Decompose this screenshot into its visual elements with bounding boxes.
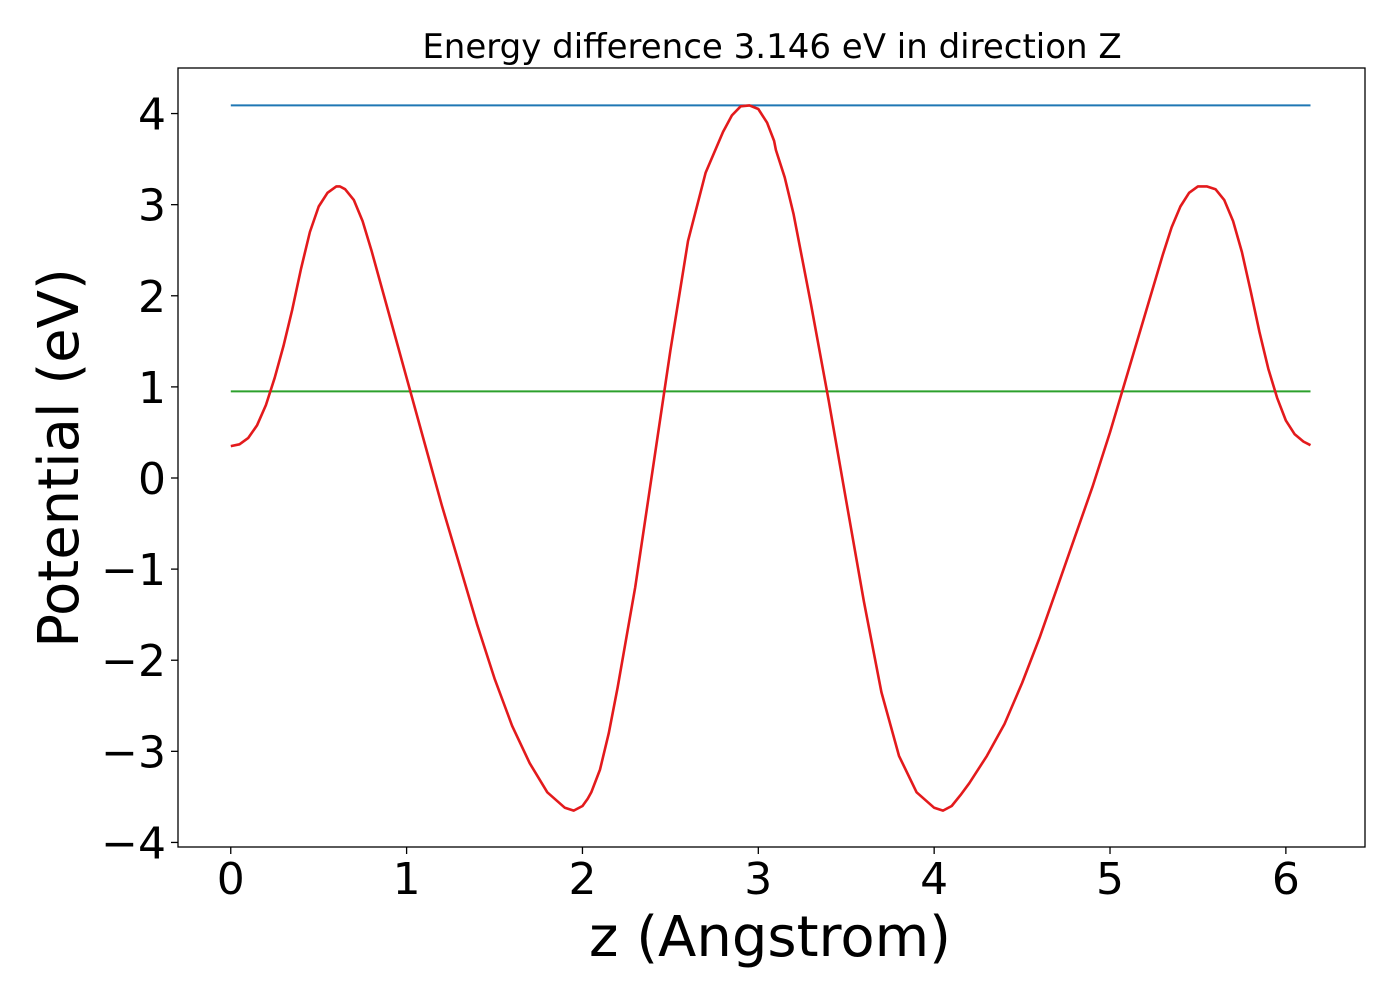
x-tick-label: 3	[744, 854, 772, 905]
y-axis-ticks: −4 −3 −2 −1 0 1 2 3 4	[101, 90, 178, 869]
y-tick-label: −4	[101, 818, 166, 869]
series-line-2	[230, 104, 1312, 812]
y-tick-label: 2	[138, 272, 166, 323]
y-tick-label: 4	[138, 90, 166, 141]
chart-title: Energy difference 3.146 eV in direction …	[422, 27, 1121, 67]
series-layer	[230, 104, 1312, 812]
x-axis-ticks: 0 1 2 3 4 5 6	[217, 847, 1300, 905]
x-tick-label: 1	[393, 854, 421, 905]
x-tick-label: 5	[1096, 854, 1124, 905]
y-tick-label: −3	[101, 727, 166, 778]
plot-area-frame	[177, 67, 1366, 848]
y-tick-label: 3	[138, 181, 166, 232]
y-axis-label: Potential (eV)	[27, 268, 92, 648]
x-axis-label: z (Angstrom)	[589, 905, 951, 970]
y-tick-label: 0	[138, 454, 166, 505]
x-tick-label: 0	[217, 854, 245, 905]
y-tick-label: 1	[138, 363, 166, 414]
x-tick-label: 2	[568, 854, 596, 905]
x-tick-label: 4	[920, 854, 948, 905]
y-tick-label: −2	[101, 636, 166, 687]
x-tick-label: 6	[1272, 854, 1300, 905]
y-tick-label: −1	[101, 545, 166, 596]
